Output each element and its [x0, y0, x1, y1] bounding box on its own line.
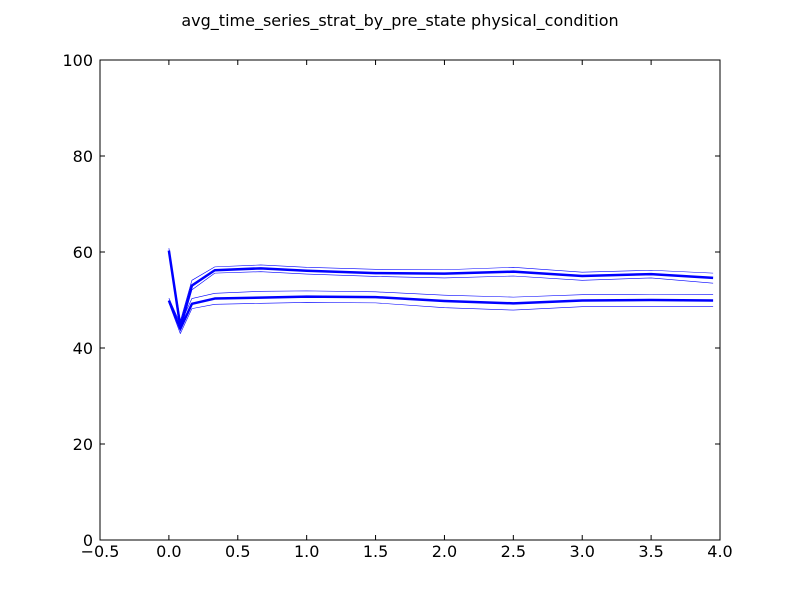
y-tick-label: 100	[62, 51, 93, 70]
x-tick-label: 3.5	[638, 542, 663, 561]
series-line-6-lower-band	[168, 302, 714, 334]
y-tick-label: 40	[73, 339, 93, 358]
series-line-1-mean	[167, 250, 714, 328]
series-line-3-lower-band	[168, 252, 714, 332]
x-tick-label: 0.0	[156, 542, 181, 561]
x-tick-label: 4.0	[707, 542, 732, 561]
series-line-5-upper-band	[168, 290, 714, 325]
y-tick-label: 80	[73, 147, 93, 166]
y-tick-label: 60	[73, 243, 93, 262]
x-tick-label: 3.0	[569, 542, 594, 561]
plot-frame	[99, 59, 721, 541]
y-tick-label: 0	[83, 531, 93, 550]
x-tick-label: 2.0	[432, 542, 457, 561]
chart-title: avg_time_series_strat_by_pre_state physi…	[181, 11, 618, 31]
x-tick-label: 1.5	[363, 542, 388, 561]
x-tick-label: 2.5	[501, 542, 526, 561]
ticks-layer: −0.5 0.0 0.5 1.0 1.5 2.0 2.5 3.0 3.5 4.0 0 20 40 60 80…	[62, 51, 732, 561]
y-tick-label: 20	[73, 435, 93, 454]
series-line-4-mean	[167, 295, 714, 331]
x-tick-label: 1.0	[294, 542, 319, 561]
series-layer	[167, 248, 714, 334]
x-tick-label: −0.5	[81, 542, 120, 561]
x-tick-label: 0.5	[225, 542, 250, 561]
series-line-2-upper-band	[168, 248, 714, 322]
